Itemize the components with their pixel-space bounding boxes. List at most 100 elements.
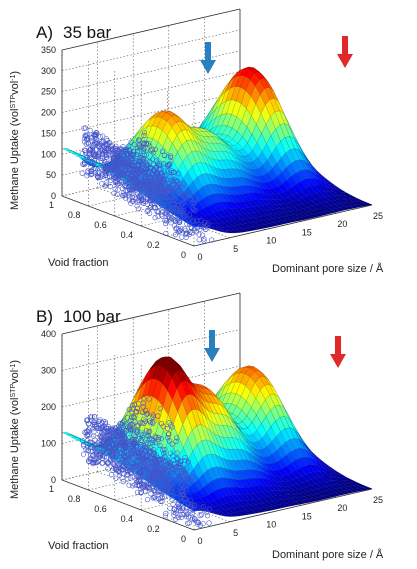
panel-letter: A) [36, 23, 53, 42]
scatter-point [98, 453, 104, 459]
scatter-point [143, 484, 149, 490]
scatter-point [175, 514, 181, 520]
scatter-point [148, 178, 154, 184]
scatter-point [141, 462, 147, 468]
scatter-point [140, 141, 147, 147]
scatter-point [135, 206, 141, 212]
scatter-point [145, 464, 151, 470]
scatter-point [184, 231, 190, 237]
scatter-point [164, 426, 171, 432]
scatter-point [168, 154, 174, 161]
void-fraction-tick-label: 0.6 [94, 504, 107, 514]
scatter-point [168, 422, 174, 428]
scatter-point [185, 500, 191, 506]
scatter-point [166, 438, 172, 444]
scatter-point [167, 463, 173, 469]
void-fraction-tick-label: 1 [49, 200, 54, 210]
scatter-point [164, 489, 170, 495]
scatter-point [180, 209, 186, 215]
scatter-point [98, 146, 104, 152]
scatter-point [114, 155, 120, 161]
scatter-point [152, 482, 158, 488]
surface-patch [281, 219, 293, 224]
scatter-point [102, 421, 109, 427]
scatter-point [80, 451, 87, 457]
scatter-point [201, 224, 207, 231]
scatter-point [97, 437, 103, 443]
scatter-point [176, 219, 182, 226]
scatter-point [158, 481, 164, 487]
scatter-point [124, 415, 130, 421]
scatter-point [161, 450, 167, 456]
scatter-point [100, 139, 106, 145]
scatter-point [162, 481, 169, 487]
scatter-point [103, 165, 109, 171]
scatter-point [148, 190, 154, 196]
scatter-point [143, 162, 149, 168]
scatter-point [115, 169, 121, 175]
gridline [61, 329, 241, 371]
pore-size-tick-label: 25 [373, 495, 383, 505]
axis-edge [193, 204, 373, 247]
scatter-point [126, 158, 132, 164]
scatter-point [162, 513, 168, 519]
scatter-point [130, 460, 137, 466]
scatter-point [100, 447, 106, 453]
scatter-point [100, 429, 106, 435]
surface-patch [228, 512, 239, 517]
scatter-point [90, 166, 96, 172]
scatter-point [88, 439, 94, 445]
scatter-point [162, 217, 168, 223]
scatter-point [153, 496, 159, 502]
uptake-tick-label: 300 [41, 366, 56, 376]
scatter-point [176, 191, 182, 197]
scatter-point [164, 480, 170, 486]
scatter-point [179, 482, 185, 488]
scatter-point [112, 446, 118, 452]
y-axis-label: Methane Uptake (volSTPvol-1) [9, 360, 21, 499]
scatter-point [129, 152, 135, 158]
scatter-point [99, 148, 105, 155]
scatter-point [125, 161, 131, 167]
scatter-point [128, 153, 134, 159]
gridline [61, 92, 241, 134]
scatter-point [168, 493, 174, 499]
scatter-point [146, 459, 152, 465]
scatter-point [171, 512, 177, 518]
scatter-point [179, 226, 185, 232]
scatter-point [176, 171, 182, 177]
scatter-point [120, 424, 126, 430]
scatter-point [134, 149, 140, 155]
scatter-point [97, 134, 103, 140]
scatter-point [191, 206, 197, 213]
scatter-point [157, 442, 163, 449]
scatter-point [191, 227, 197, 233]
pore-size-axis-label: Dominant pore size / Å [272, 262, 384, 275]
scatter-point [97, 174, 103, 180]
scatter-point [152, 440, 158, 446]
scatter-point [190, 507, 196, 513]
scatter-point [168, 220, 174, 226]
scatter-point [134, 429, 141, 435]
scatter-point [79, 170, 85, 176]
scatter-point [134, 173, 140, 179]
void-fraction-tick-label: 0 [181, 250, 186, 260]
scatter-point [146, 473, 153, 480]
scatter-point [96, 454, 103, 460]
scatter-point [189, 517, 195, 523]
scatter-point [170, 467, 176, 473]
scatter-point [181, 187, 187, 193]
scatter-point [121, 450, 128, 456]
scatter-point [137, 167, 143, 174]
scatter-point [157, 161, 163, 167]
scatter-point [204, 513, 211, 519]
scatter-point [167, 214, 173, 220]
uptake-tick-label: 350 [41, 45, 56, 55]
chart-svg-a: 0 50 100 150 200 250 300 350 1 0.8 0.6 0.4 0.2 0 0 5 10 1… [9, 8, 384, 275]
scatter-point [131, 141, 138, 148]
scatter-point [155, 464, 161, 470]
scatter-point [148, 471, 154, 477]
scatter-point [156, 166, 162, 172]
scatter-point [144, 173, 151, 179]
scatter-point [171, 169, 177, 175]
